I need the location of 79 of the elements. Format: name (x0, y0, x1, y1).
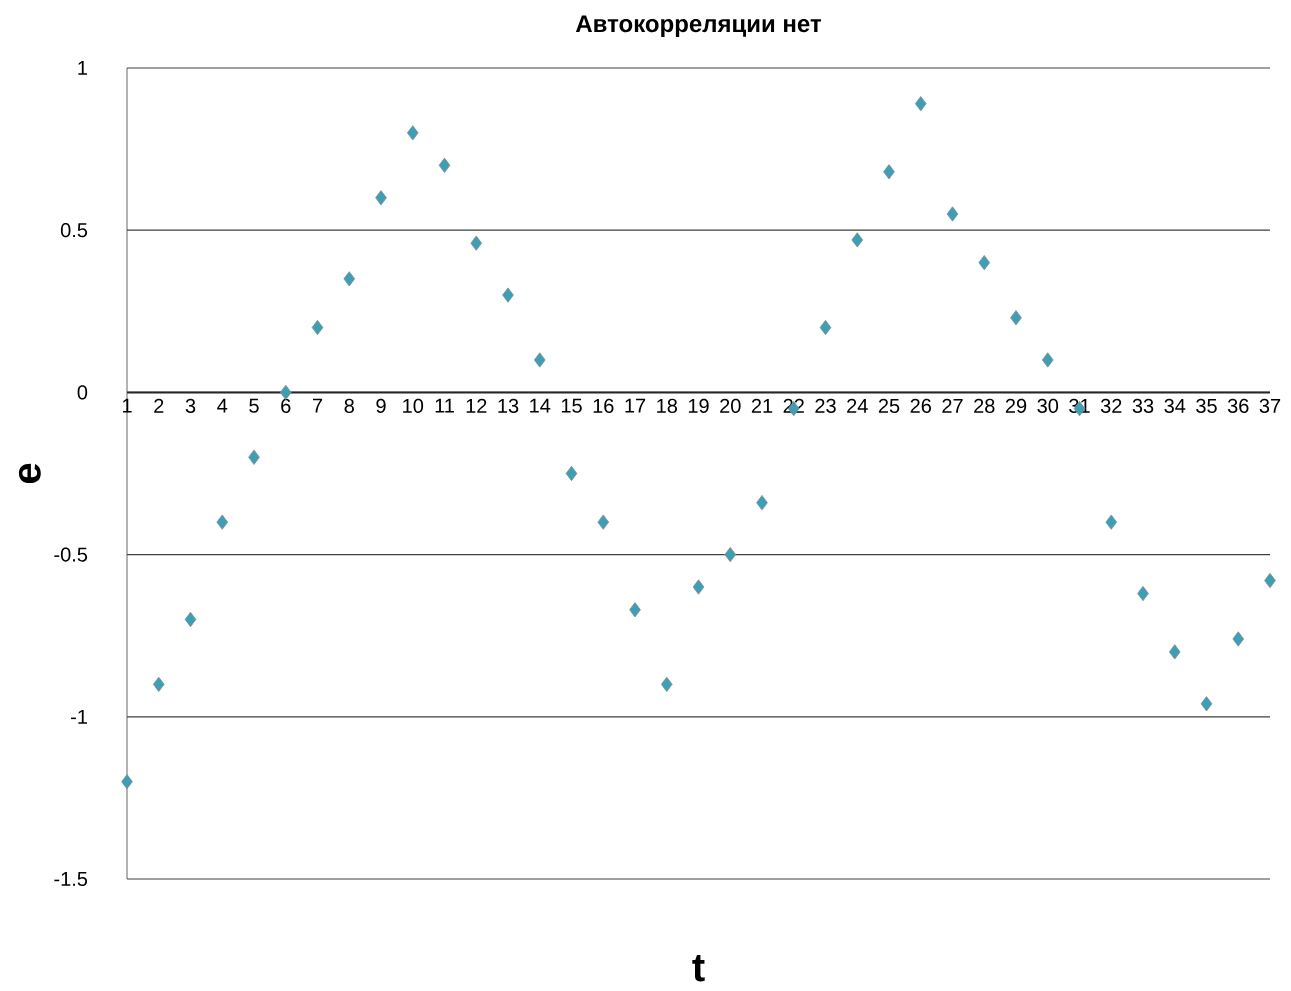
x-tick-label: 33 (1132, 398, 1154, 413)
point (692, 579, 705, 595)
point (216, 514, 229, 530)
point (152, 676, 165, 692)
x-tick-label: 34 (1164, 398, 1186, 413)
point (1200, 696, 1213, 712)
x-tick-label: 16 (593, 398, 614, 413)
point (565, 465, 578, 482)
x-tick-label: 14 (530, 398, 551, 413)
x-tick-label: 30 (1037, 398, 1059, 413)
point (851, 232, 864, 248)
x-tick-label: 35 (1196, 398, 1217, 413)
x-tick-label: 3 (185, 398, 196, 413)
x-tick-label: 23 (815, 398, 836, 413)
y-tick-label: -1.5 (54, 872, 88, 886)
point (914, 96, 927, 112)
x-tick-label: 7 (312, 398, 323, 413)
point (311, 319, 324, 336)
x-tick-label: 6 (281, 398, 291, 413)
x-tick-label: 8 (344, 398, 354, 413)
point (406, 125, 419, 141)
y-tick-label: 1 (78, 61, 87, 75)
point (1264, 572, 1276, 589)
x-tick-label: 17 (625, 398, 646, 413)
y-axis-title: e (18, 463, 41, 484)
point (279, 384, 292, 400)
point (502, 287, 514, 303)
x-tick-label: 28 (974, 398, 995, 413)
point (1137, 585, 1149, 602)
y-tick-label: -0.5 (54, 547, 88, 562)
point (660, 676, 673, 692)
y-tick-label: 0.5 (60, 223, 88, 238)
x-tick-label: 18 (657, 398, 678, 413)
point (978, 255, 991, 271)
x-tick-label: 9 (376, 398, 386, 413)
x-tick-label: 12 (466, 398, 487, 413)
point (1168, 644, 1181, 660)
point (883, 164, 895, 180)
x-tick-label: 13 (498, 398, 519, 413)
x-tick-label: 10 (403, 398, 424, 413)
point (121, 774, 133, 790)
point (375, 190, 387, 206)
x-tick-label: 36 (1227, 398, 1249, 413)
y-tick-label: -1 (71, 709, 87, 724)
point (597, 514, 610, 530)
x-tick-label: 24 (847, 398, 868, 413)
point (248, 449, 260, 465)
x-tick-label: 20 (720, 398, 741, 413)
point (1105, 514, 1118, 530)
x-tick-label: 15 (561, 398, 582, 413)
x-tick-label: 4 (217, 398, 228, 413)
x-tick-label: 37 (1259, 398, 1281, 413)
chart-title: Автокорреляции нет (575, 15, 822, 37)
x-tick-label: 29 (1005, 398, 1027, 413)
x-tick-label: 19 (688, 398, 709, 413)
x-tick-label: 2 (154, 398, 164, 413)
y-tick-label: 0 (77, 385, 88, 400)
point (946, 206, 959, 222)
point (819, 319, 832, 336)
point (343, 271, 356, 287)
point (756, 495, 768, 511)
x-axis-title: t (692, 954, 705, 982)
point (438, 157, 451, 173)
point (629, 602, 641, 618)
point (184, 611, 197, 628)
x-tick-label: 1 (122, 398, 132, 413)
point (1232, 631, 1245, 647)
x-tick-label: 21 (751, 398, 773, 413)
x-tick-label: 27 (942, 398, 963, 413)
x-tick-label: 5 (249, 398, 259, 413)
x-tick-label: 32 (1100, 398, 1122, 413)
point (1010, 310, 1022, 326)
x-tick-label: 26 (910, 398, 931, 413)
point (533, 352, 546, 368)
point (470, 235, 483, 251)
x-tick-label: 11 (435, 398, 454, 413)
point (724, 546, 737, 563)
point (1041, 352, 1054, 368)
x-tick-label: 25 (878, 398, 900, 413)
